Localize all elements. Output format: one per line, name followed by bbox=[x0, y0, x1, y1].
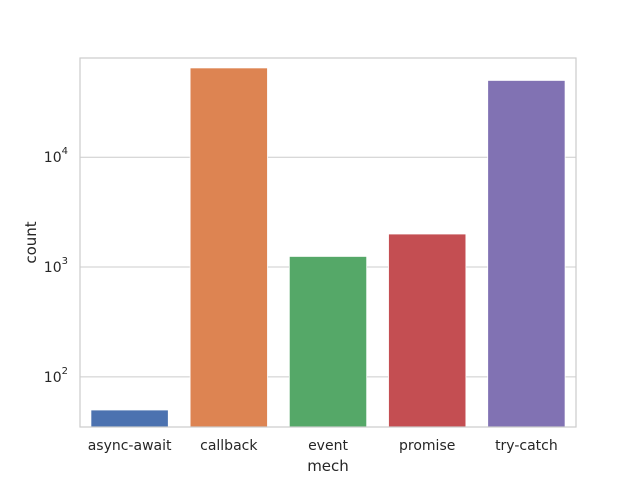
x-tick-label: try-catch bbox=[495, 438, 558, 454]
y-tick-label: 104 bbox=[44, 146, 68, 166]
bar-try-catch bbox=[487, 80, 566, 428]
x-tick-labels: async-await callback event promise try-catch bbox=[88, 438, 558, 454]
bar-promise bbox=[388, 233, 467, 428]
x-tick-label: promise bbox=[399, 438, 455, 454]
x-tick-label: callback bbox=[200, 438, 258, 454]
y-tick-label: 102 bbox=[44, 366, 68, 386]
y-axis-label: count bbox=[22, 221, 40, 263]
bar-event bbox=[288, 256, 368, 428]
bars bbox=[90, 67, 566, 428]
x-axis-label: mech bbox=[307, 457, 349, 475]
bar-callback bbox=[189, 67, 268, 428]
bar-async-await bbox=[90, 409, 169, 428]
x-tick-label: async-await bbox=[88, 438, 172, 454]
y-tick-label: 103 bbox=[44, 256, 68, 276]
y-tick-labels: 102 103 104 bbox=[44, 146, 68, 386]
x-tick-label: event bbox=[308, 438, 348, 454]
plot-frame bbox=[79, 57, 577, 428]
